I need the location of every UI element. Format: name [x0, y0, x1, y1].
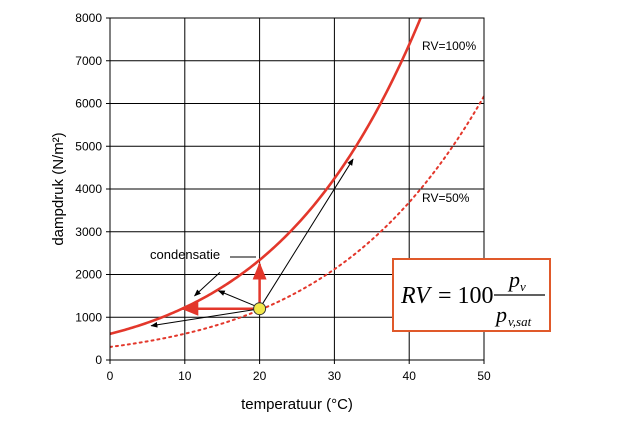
- formula-box: RV = 100 p v p v,sat: [392, 258, 551, 332]
- state-point: [253, 302, 267, 316]
- x-tick-label: 50: [477, 369, 491, 383]
- arrow-group: [150, 158, 354, 328]
- arrow-black-2: [217, 290, 255, 307]
- x-tick-label: 0: [107, 369, 114, 383]
- x-axis-title: temperatuur (°C): [241, 396, 353, 413]
- arrow-black-1: [150, 309, 254, 328]
- x-tick-label: 20: [253, 369, 267, 383]
- y-tick-label: 4000: [75, 182, 102, 196]
- plot-frame: [109, 17, 485, 361]
- rv50-label: RV=50%: [422, 191, 470, 205]
- y-tick-label: 7000: [75, 54, 102, 68]
- condensatie-label: condensatie: [150, 247, 220, 262]
- y-tick-label: 2000: [75, 268, 102, 282]
- y-tick-label: 8000: [75, 11, 102, 25]
- formula-num: p: [507, 267, 520, 292]
- formula-lhs: RV: [400, 283, 432, 309]
- formula-den: p: [494, 302, 507, 327]
- formula-den-sub: v,sat: [508, 314, 532, 329]
- y-tick-label: 3000: [75, 225, 102, 239]
- arrow-condensatie: [194, 271, 221, 297]
- y-tick-label: 0: [95, 353, 102, 367]
- arrow-black-3: [262, 158, 354, 304]
- series-rv100-line: [110, 18, 423, 336]
- x-tick-label: 40: [403, 369, 417, 383]
- y-tick-label: 6000: [75, 97, 102, 111]
- x-tick-label: 10: [178, 369, 192, 383]
- y-tick-label: 5000: [75, 139, 102, 153]
- y-tick-label: 1000: [75, 310, 102, 324]
- formula-num-sub: v: [520, 279, 526, 294]
- rv100-label: RV=100%: [422, 39, 476, 53]
- series-rv50-line: [110, 95, 484, 348]
- x-tick-labels: 0 10 20 30 40 50: [107, 369, 491, 383]
- y-axis-title: dampdruk (N/m²): [50, 132, 67, 245]
- y-tick-labels: 0 1000 2000 3000 4000 5000 6000 7000 8000: [75, 11, 102, 367]
- x-tick-label: 30: [328, 369, 342, 383]
- formula-eq: = 100: [438, 283, 494, 309]
